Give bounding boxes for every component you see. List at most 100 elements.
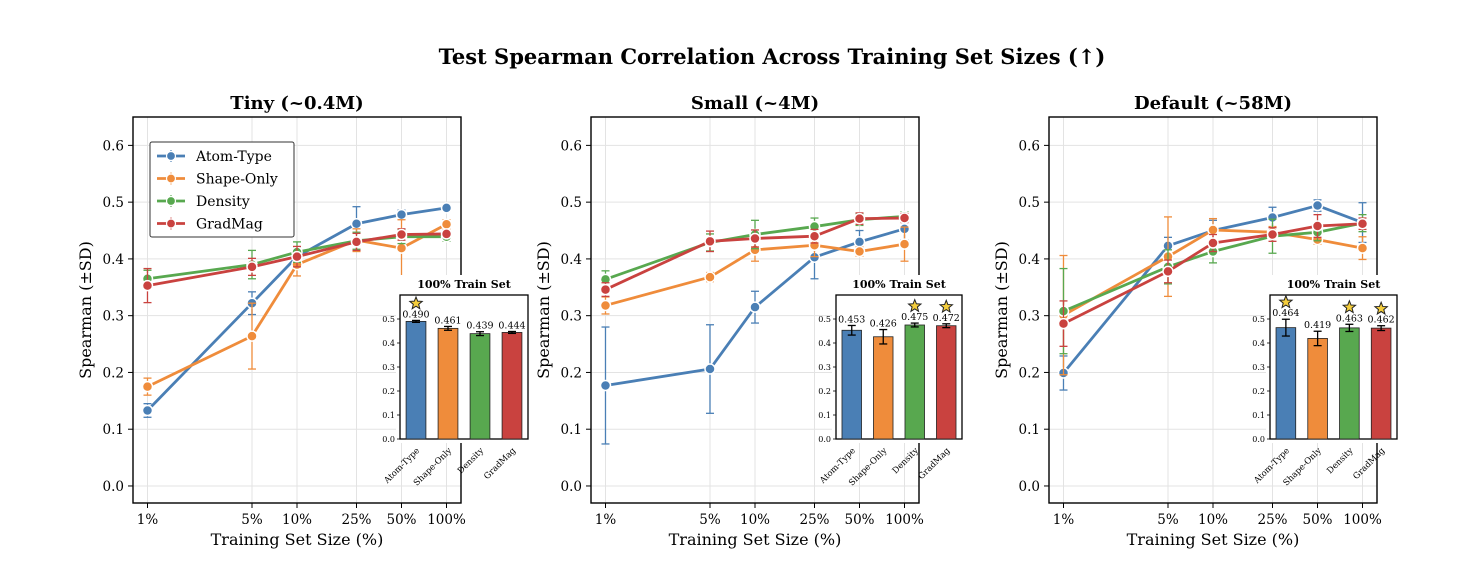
x-tick-label: 100%	[427, 512, 466, 528]
data-point	[749, 301, 761, 313]
data-point	[246, 330, 258, 342]
panel-small-4m: Small (~4M) 0.0 0.1 0.2 0.3 0.4 0.5 0.6 1% 5% 10% 2…	[534, 93, 966, 549]
y-tick-label: 0.4	[561, 252, 582, 268]
data-point	[246, 261, 258, 273]
inset-bar-gradmag	[1370, 327, 1392, 440]
series-line	[146, 206, 447, 412]
y-tick-label: 0.3	[1019, 309, 1040, 325]
series-line	[1062, 222, 1363, 325]
data-point	[350, 217, 363, 230]
inset-y-tick-label: 0.5	[382, 315, 395, 324]
inset-bar-shape-only	[437, 327, 459, 440]
x-tick-label: 5%	[699, 512, 721, 528]
y-tick-label: 0.6	[561, 138, 582, 154]
y-tick-label: 0.4	[1019, 252, 1040, 268]
best-star-icon	[408, 295, 424, 310]
data-point	[1162, 265, 1174, 278]
panel-title: Tiny (~0.4M)	[230, 93, 363, 114]
legend-label-shape-only: Shape-Only	[196, 172, 278, 188]
inset-value-label: 0.472	[933, 313, 960, 324]
inset-category-label: GradMag	[482, 446, 518, 482]
data-point	[141, 279, 154, 292]
inset-title: 100% Train Set	[852, 278, 946, 291]
inset-bar-chart: 100% Train Set0.00.10.20.30.40.50.464Ato…	[1252, 275, 1401, 488]
inset-y-tick-label: 0.2	[382, 387, 395, 396]
series-line	[604, 216, 905, 291]
y-tick-label: 0.2	[561, 365, 582, 381]
inset-bar-gradmag	[936, 325, 957, 440]
data-point	[440, 228, 453, 240]
panel-title: Small (~4M)	[691, 93, 819, 114]
data-point	[749, 232, 761, 245]
inset-value-label: 0.475	[901, 312, 928, 323]
y-tick-label: 0.5	[103, 195, 124, 211]
legend-marker	[165, 218, 177, 229]
data-point	[853, 236, 866, 248]
inset-value-label: 0.426	[870, 319, 897, 330]
data-point	[440, 218, 453, 231]
data-point	[853, 212, 866, 225]
legend-label-gradmag: GradMag	[196, 217, 263, 233]
x-tick-label: 1%	[595, 512, 617, 528]
y-tick-label: 0.1	[1019, 422, 1040, 438]
inset-y-tick-label: 0.4	[818, 339, 831, 348]
data-point	[898, 212, 911, 224]
y-tick-label: 0.6	[103, 138, 124, 154]
x-tick-label: 1%	[1053, 512, 1075, 528]
panel-default-58m: Default (~58M) 0.0 0.1 0.2 0.3 0.4 0.5 0.6 1% 5% 1…	[992, 93, 1401, 549]
inset-value-label: 0.490	[402, 309, 429, 320]
data-point	[1311, 199, 1324, 212]
data-point	[599, 299, 612, 312]
best-star-icon	[938, 298, 954, 314]
inset-bar-density	[1339, 327, 1360, 440]
series-line	[605, 227, 905, 387]
data-point	[440, 202, 453, 214]
inset-bar-shape-only	[873, 336, 894, 440]
inset-bar-density	[904, 324, 925, 440]
inset-title: 100% Train Set	[417, 278, 511, 291]
y-tick-label: 0.5	[561, 195, 582, 211]
inset-y-tick-label: 0.4	[1252, 339, 1265, 348]
inset-category-label: GradMag	[1351, 446, 1387, 482]
data-point	[1356, 242, 1369, 254]
x-tick-label: 5%	[241, 512, 263, 528]
inset-bar-gradmag	[501, 332, 523, 440]
best-star-icon	[1278, 294, 1294, 309]
inset-value-label: 0.463	[1336, 313, 1363, 324]
inset-y-tick-label: 0.2	[1252, 387, 1265, 396]
x-axis-label: Training Set Size (%)	[1127, 530, 1300, 549]
x-tick-label: 1%	[137, 512, 159, 528]
data-point	[141, 380, 154, 393]
x-tick-label: 5%	[1157, 512, 1179, 528]
inset-category-label: GradMag	[917, 446, 953, 482]
x-tick-label: 10%	[1198, 512, 1228, 528]
y-tick-label: 0.2	[103, 365, 124, 381]
data-point	[395, 228, 408, 241]
series-gradmag	[141, 228, 453, 304]
y-axis-label: Spearman (±SD)	[76, 241, 95, 379]
best-star-icon	[1341, 299, 1357, 314]
y-tick-label: 0.1	[561, 422, 582, 438]
inset-y-tick-label: 0.3	[382, 363, 395, 372]
series-gradmag	[599, 212, 911, 298]
legend: Atom-Type Shape-Only Density GradMag	[149, 141, 295, 238]
inset-y-tick-label: 0.5	[818, 315, 831, 324]
inset-bar-atom-type	[841, 329, 862, 440]
legend-marker	[165, 150, 177, 162]
x-tick-label: 25%	[1257, 512, 1287, 528]
inset-y-tick-label: 0.0	[382, 435, 395, 444]
x-tick-label: 50%	[1302, 512, 1332, 528]
inset-value-label: 0.462	[1368, 315, 1395, 326]
y-axis-label: Spearman (±SD)	[992, 241, 1011, 379]
y-tick-label: 0.6	[1019, 138, 1040, 154]
legend-frame	[149, 141, 295, 238]
series-line	[1062, 221, 1363, 313]
y-tick-label: 0.1	[103, 422, 124, 438]
inset-value-label: 0.419	[1304, 320, 1331, 331]
legend-marker	[165, 195, 177, 207]
inset-y-tick-label: 0.0	[818, 435, 831, 444]
data-point	[1311, 220, 1324, 232]
inset-y-tick-label: 0.1	[382, 411, 395, 420]
inset-category-label: Density	[891, 446, 921, 476]
